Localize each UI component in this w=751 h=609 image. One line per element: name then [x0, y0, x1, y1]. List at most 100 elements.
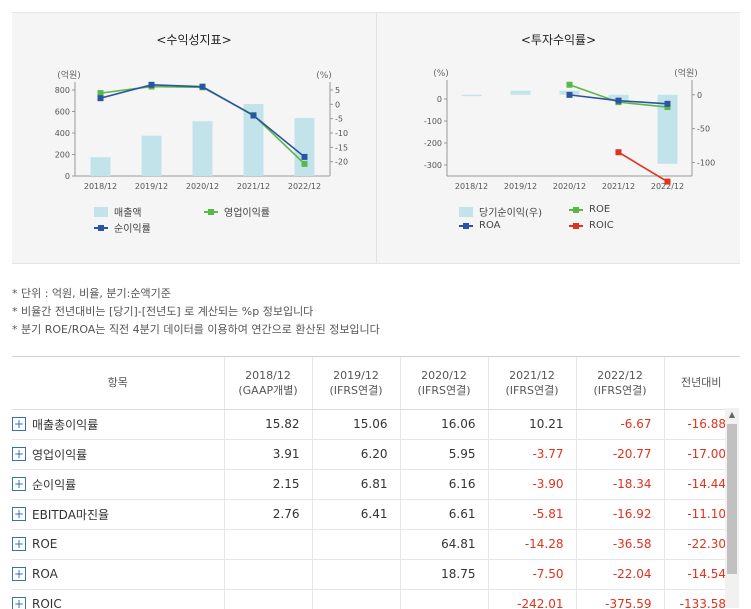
- x-tick-label: 2019/12: [135, 182, 168, 191]
- row-label-text: EBITDA마진율: [32, 507, 110, 522]
- table-cell: [399, 589, 488, 609]
- legend-operating-margin[interactable]: 영업이익률: [204, 204, 270, 219]
- expand-plus-icon[interactable]: +: [12, 507, 26, 521]
- scroll-up-arrow-icon[interactable]: ▲: [728, 410, 736, 419]
- row-label: + ROE: [12, 537, 224, 551]
- right-tick-label: 5: [335, 86, 340, 95]
- x-tick-label: 2020/12: [186, 182, 219, 191]
- chart-legend: 매출액 영업이익률 순이익률: [94, 204, 354, 244]
- left-axis-unit: (억원): [57, 69, 81, 81]
- row-label: + ROA: [12, 567, 224, 581]
- point-ROA: [566, 91, 573, 98]
- profitability-chart-svg: (억원) (%) 0 200 400 600 800 5 0 -5 -10 -15 -20 2018/12…: [55, 69, 348, 191]
- row-label-text: 순이익률: [32, 477, 77, 492]
- row-label-text: ROIC: [32, 597, 62, 609]
- ratio-table-container: 항목 2018/12 (GAAP개별) 2019/12 (IFRS연결) 2020/…: [12, 356, 740, 609]
- investment-return-chart-svg: (%) (억원) 0 -100 -200 -300 0 -50 -100 2018/12 2019/…: [424, 67, 715, 191]
- chart-title: <투자수익률>: [520, 33, 597, 47]
- note-yoy: * 비율간 전년대비는 [당기]-[전년도] 로 계산되는 %p 정보입니다: [12, 305, 314, 318]
- row-label-cell: + 영업이익률: [12, 439, 224, 470]
- right-tick-label: -15: [335, 143, 348, 152]
- bar-2022/12: [294, 117, 315, 176]
- row-label-cell: + 매출총이익률: [12, 409, 224, 440]
- table-cell: 2.15: [223, 469, 312, 500]
- expand-plus-icon[interactable]: +: [12, 567, 26, 581]
- legend-swatch: [569, 205, 583, 215]
- table-row-roa: + ROA 18.75 -7.50 -22.04 -14.54: [12, 559, 738, 590]
- expand-plus-icon[interactable]: +: [12, 537, 26, 551]
- x-tick-label: 2022/12: [651, 182, 684, 191]
- expand-plus-icon[interactable]: +: [12, 477, 26, 491]
- table-cell: [223, 589, 312, 609]
- chart-legend: 당기순이익(우) ROE ROA ROIC: [459, 204, 719, 244]
- table-scrollbar[interactable]: ▲: [725, 408, 739, 608]
- table-row-gross-margin: + 매출총이익률 15.82 15.06 16.06 10.21 -6.67 -16.88: [12, 409, 738, 440]
- row-label: + 영업이익률: [12, 446, 224, 463]
- legend-roic[interactable]: ROIC: [569, 220, 614, 231]
- table-cell: -20.77: [575, 439, 664, 470]
- right-axis-unit: (%): [316, 71, 332, 81]
- charts-panel: <수익성지표> (억원) (%) 0 200 400 600 800 5 0 -5 -10 -15 -2…: [12, 12, 740, 264]
- left-tick-label: 800: [55, 86, 70, 95]
- legend-swatch: [569, 221, 583, 231]
- row-label-text: ROA: [32, 567, 58, 581]
- table-cell: -5.81: [487, 499, 576, 530]
- point-ROA: [615, 97, 622, 104]
- table-row-ebitda-margin: + EBITDA마진율 2.76 6.41 6.61 -5.81 -16.92 -11.10: [12, 499, 738, 530]
- series-line-ROIC: [618, 151, 668, 183]
- expand-plus-icon[interactable]: +: [12, 417, 26, 431]
- header-2022: 2022/12 (IFRS연결): [575, 357, 664, 410]
- legend-swatch: [204, 207, 218, 217]
- table-row-roic: + ROIC -242.01 -375.59 -133.58: [12, 589, 738, 609]
- legend-roe[interactable]: ROE: [569, 204, 610, 215]
- table-cell: -242.01: [487, 589, 576, 609]
- bar-2020/12: [192, 121, 213, 176]
- header-item: 항목: [12, 357, 224, 410]
- note-quarterly: * 분기 ROE/ROA는 직전 4분기 데이터를 이용하여 연간으로 환산된 …: [12, 323, 380, 336]
- legend-swatch: [459, 206, 473, 217]
- left-tick-label: 200: [55, 151, 70, 160]
- table-row-net-margin: + 순이익률 2.15 6.81 6.16 -3.90 -18.34 -14.44: [12, 469, 738, 500]
- right-tick-label: -50: [697, 125, 710, 134]
- header-2018: 2018/12 (GAAP개별): [223, 357, 312, 410]
- table-cell: 18.75: [399, 559, 488, 590]
- right-tick-label: -10: [335, 129, 348, 138]
- table-cell: 3.91: [223, 439, 312, 470]
- right-tick-label: -5: [335, 115, 343, 124]
- table-cell: 6.20: [311, 439, 400, 470]
- row-label-cell: + 순이익률: [12, 469, 224, 500]
- left-tick-label: -300: [424, 161, 442, 170]
- row-label-text: 매출총이익률: [32, 417, 99, 432]
- table-cell: [311, 559, 400, 590]
- legend-net-margin[interactable]: 순이익률: [94, 220, 151, 235]
- table-cell: 6.61: [399, 499, 488, 530]
- table-cell: [311, 589, 400, 609]
- legend-swatch: [94, 206, 108, 217]
- point-순이익률: [199, 83, 206, 90]
- table-cell: -36.58: [575, 529, 664, 560]
- point-ROIC: [664, 178, 671, 185]
- left-tick-label: 400: [55, 129, 70, 138]
- table-cell: -22.04: [575, 559, 664, 590]
- point-ROA: [664, 100, 671, 107]
- x-tick-label: 2019/12: [504, 182, 537, 191]
- right-tick-label: -100: [697, 158, 715, 167]
- header-yoy: 전년대비: [663, 357, 738, 410]
- legend-sales[interactable]: 매출액: [94, 204, 142, 219]
- x-tick-label: 2021/12: [602, 182, 635, 191]
- bar-2019/12: [510, 90, 531, 95]
- bar-2022/12: [657, 94, 678, 164]
- legend-net-income[interactable]: 당기순이익(우): [459, 204, 542, 219]
- ratio-table: 항목 2018/12 (GAAP개별) 2019/12 (IFRS연결) 2020/…: [12, 357, 738, 609]
- right-tick-label: 0: [335, 100, 340, 109]
- table-cell: -18.34: [575, 469, 664, 500]
- expand-plus-icon[interactable]: +: [12, 447, 26, 461]
- legend-roa[interactable]: ROA: [459, 220, 500, 231]
- table-row-operating-margin: + 영업이익률 3.91 6.20 5.95 -3.77 -20.77 -17.00: [12, 439, 738, 470]
- scroll-thumb[interactable]: [727, 424, 737, 574]
- left-axis-unit: (%): [433, 69, 449, 79]
- expand-plus-icon[interactable]: +: [12, 597, 26, 609]
- left-tick-label: 0: [437, 95, 442, 104]
- bar-2018/12: [90, 157, 111, 176]
- row-label-text: ROE: [32, 537, 58, 551]
